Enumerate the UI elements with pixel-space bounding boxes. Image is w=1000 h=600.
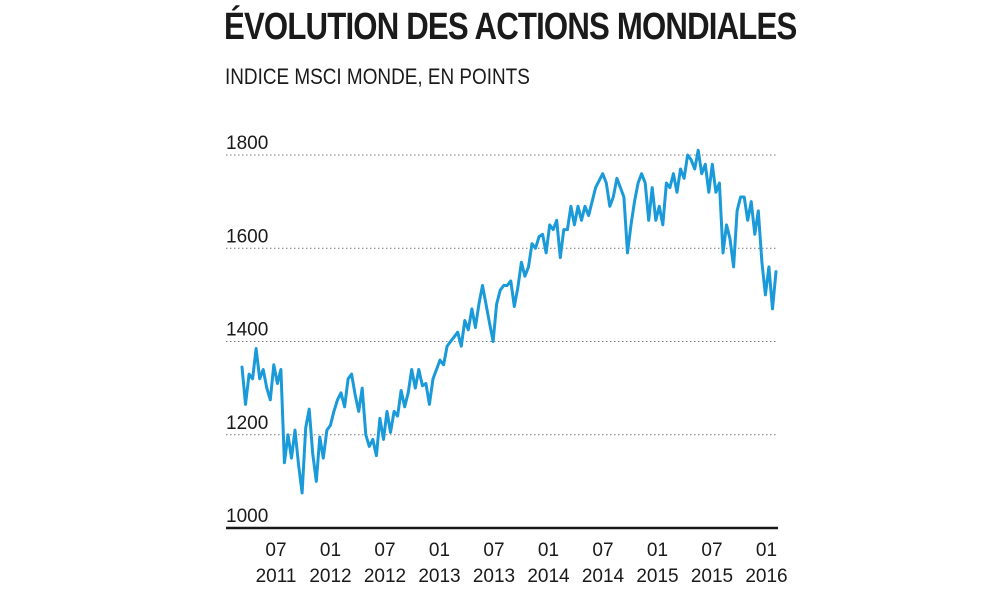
x-tick-month-7: 01	[647, 540, 668, 561]
x-tick-year-8: 2015	[691, 566, 733, 587]
x-tick-year-4: 2013	[473, 566, 515, 587]
x-tick-month-6: 07	[592, 540, 613, 561]
x-tick-year-2: 2012	[364, 566, 406, 587]
y-tick-label-0: 1000	[226, 506, 268, 527]
x-tick-year-3: 2013	[418, 566, 460, 587]
y-tick-label-1: 1200	[226, 413, 268, 434]
y-tick-label-4: 1800	[226, 133, 268, 154]
x-tick-month-8: 07	[701, 540, 722, 561]
x-tick-month-1: 01	[320, 540, 341, 561]
chart-title: ÉVOLUTION DES ACTIONS MONDIALES	[224, 6, 797, 48]
x-tick-month-0: 07	[265, 540, 286, 561]
x-tick-year-6: 2014	[582, 566, 625, 587]
x-tick-year-9: 2016	[745, 566, 787, 587]
chart-subtitle: INDICE MSCI MONDE, EN POINTS	[225, 64, 530, 89]
x-tick-month-5: 01	[538, 540, 559, 561]
series-line-0	[240, 148, 778, 495]
x-tick-year-1: 2012	[309, 566, 351, 587]
y-tick-label-3: 1600	[226, 226, 268, 247]
x-tick-month-3: 01	[429, 540, 450, 561]
x-tick-year-0: 2011	[256, 566, 297, 587]
y-tick-label-2: 1400	[226, 320, 268, 341]
x-tick-year-7: 2015	[636, 566, 678, 587]
x-tick-month-9: 01	[756, 540, 777, 561]
x-tick-year-5: 2014	[527, 566, 570, 587]
x-tick-month-2: 07	[374, 540, 395, 561]
x-tick-month-4: 07	[483, 540, 504, 561]
